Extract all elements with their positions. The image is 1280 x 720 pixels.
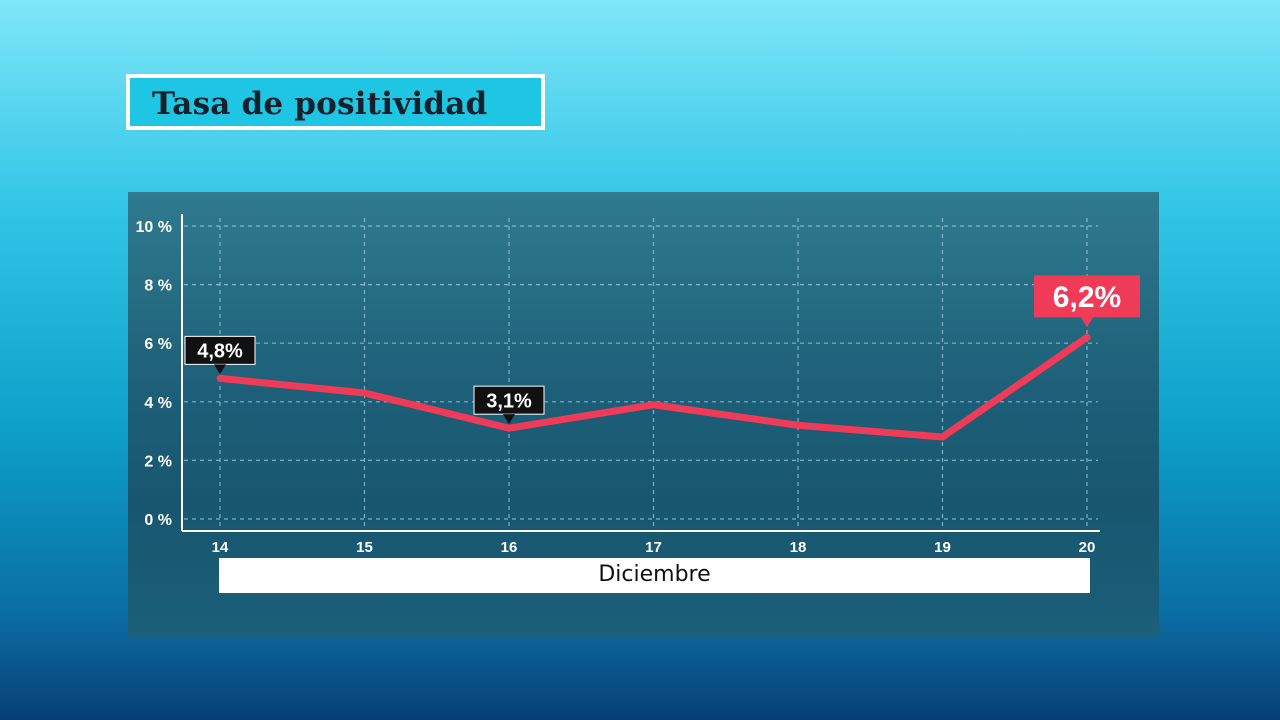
data-point (506, 425, 512, 432)
data-point (217, 375, 223, 382)
x-tick-label: 17 (645, 539, 662, 556)
chart-title: Tasa de positividad (152, 86, 488, 122)
x-tick-label: 15 (356, 539, 373, 556)
data-label: 3,1% (473, 385, 545, 425)
data-label-text: 3,1% (486, 390, 532, 412)
x-axis-label-bar: Diciembre (219, 558, 1090, 593)
y-tick-label: 8 % (144, 278, 172, 295)
data-label: 4,8% (184, 335, 256, 375)
data-point (795, 422, 801, 429)
x-tick-label: 18 (790, 539, 807, 556)
data-point (1084, 334, 1090, 341)
data-point (939, 433, 946, 440)
x-tick-label: 20 (1079, 539, 1096, 556)
y-tick-label: 6 % (144, 336, 172, 353)
y-tick-label: 10 % (136, 219, 172, 236)
data-label-text: 6,2% (1053, 281, 1121, 314)
data-label-box (1034, 275, 1140, 318)
x-tick-label: 16 (501, 539, 518, 556)
x-axis-label: Diciembre (598, 562, 711, 587)
data-label-pointer (1081, 317, 1093, 328)
x-tick-label: 19 (934, 539, 951, 556)
y-tick-label: 2 % (144, 453, 172, 470)
y-tick-label: 4 % (144, 395, 172, 412)
data-label: 6,2% (1034, 275, 1140, 328)
data-point (650, 401, 657, 408)
chart-title-box: Tasa de positividad (126, 74, 545, 130)
x-tick-label: 14 (212, 539, 229, 556)
data-label-text: 4,8% (197, 341, 243, 363)
y-tick-label: 0 % (144, 512, 172, 529)
data-label-pointer (214, 364, 226, 375)
data-label-pointer (503, 414, 515, 425)
data-point (361, 390, 368, 397)
